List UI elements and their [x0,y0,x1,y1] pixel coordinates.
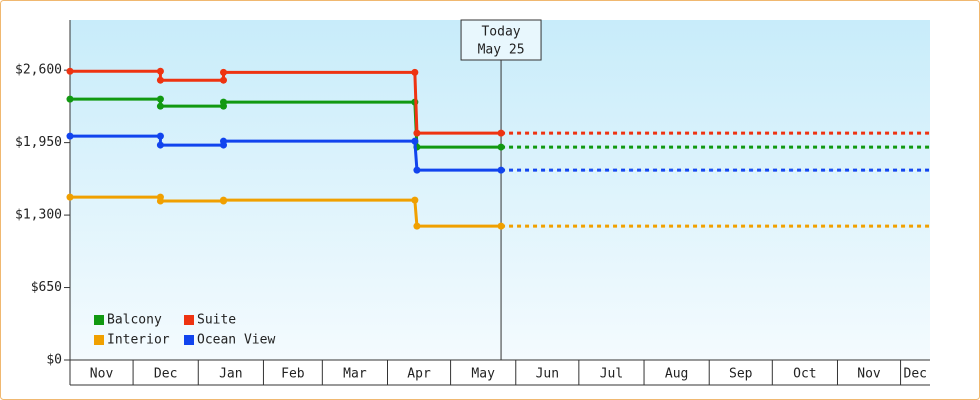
x-tick-label: Dec [154,367,177,382]
price-point [66,67,74,75]
price-point [156,197,164,205]
price-point [411,68,419,76]
price-point [156,95,164,103]
today-box [460,19,542,61]
x-tick-label: Jun [536,367,559,382]
legend-label: Ocean View [197,333,275,348]
x-tick-label: Mar [343,367,367,382]
price-point [411,137,419,145]
legend-swatch [94,315,104,325]
price-point [66,95,74,103]
x-tick-label: Dec [904,367,927,382]
x-tick-label: Feb [281,367,305,382]
price-point [413,129,421,137]
today-title: Today [481,25,520,40]
x-tick-label: Sep [729,367,753,382]
y-tick-label: $1,950 [15,135,62,150]
price-point [497,222,505,230]
legend-label: Interior [107,333,170,348]
price-point [156,67,164,75]
x-tick-label: Jan [219,367,242,382]
price-point [156,76,164,84]
legend-label: Balcony [107,313,162,328]
legend-label: Suite [197,313,236,328]
price-point [156,141,164,149]
x-tick-label: Oct [793,367,816,382]
price-point [219,137,227,145]
x-tick-label: May [471,367,495,382]
price-point [156,132,164,140]
y-tick-label: $650 [31,280,62,295]
today-date: May 25 [478,43,525,58]
price-point [497,143,505,151]
x-tick-label: Jul [600,367,623,382]
price-point [156,102,164,110]
x-tick-label: Nov [90,367,114,382]
y-tick-label: $0 [46,353,62,368]
price-point [66,132,74,140]
price-point [219,76,227,84]
price-point [411,196,419,204]
price-point [413,222,421,230]
x-tick-label: Aug [665,367,688,382]
price-point [66,193,74,201]
legend-swatch [184,315,194,325]
plot-area [70,20,930,360]
legend-swatch [94,335,104,345]
x-tick-label: Nov [857,367,881,382]
y-tick-label: $2,600 [15,63,62,78]
price-point [497,166,505,174]
price-point [219,98,227,106]
price-point [497,129,505,137]
price-point [219,196,227,204]
x-tick-label: Apr [407,367,431,382]
legend-swatch [184,335,194,345]
price-point [413,166,421,174]
price-point [219,68,227,76]
y-tick-label: $1,300 [15,208,62,223]
